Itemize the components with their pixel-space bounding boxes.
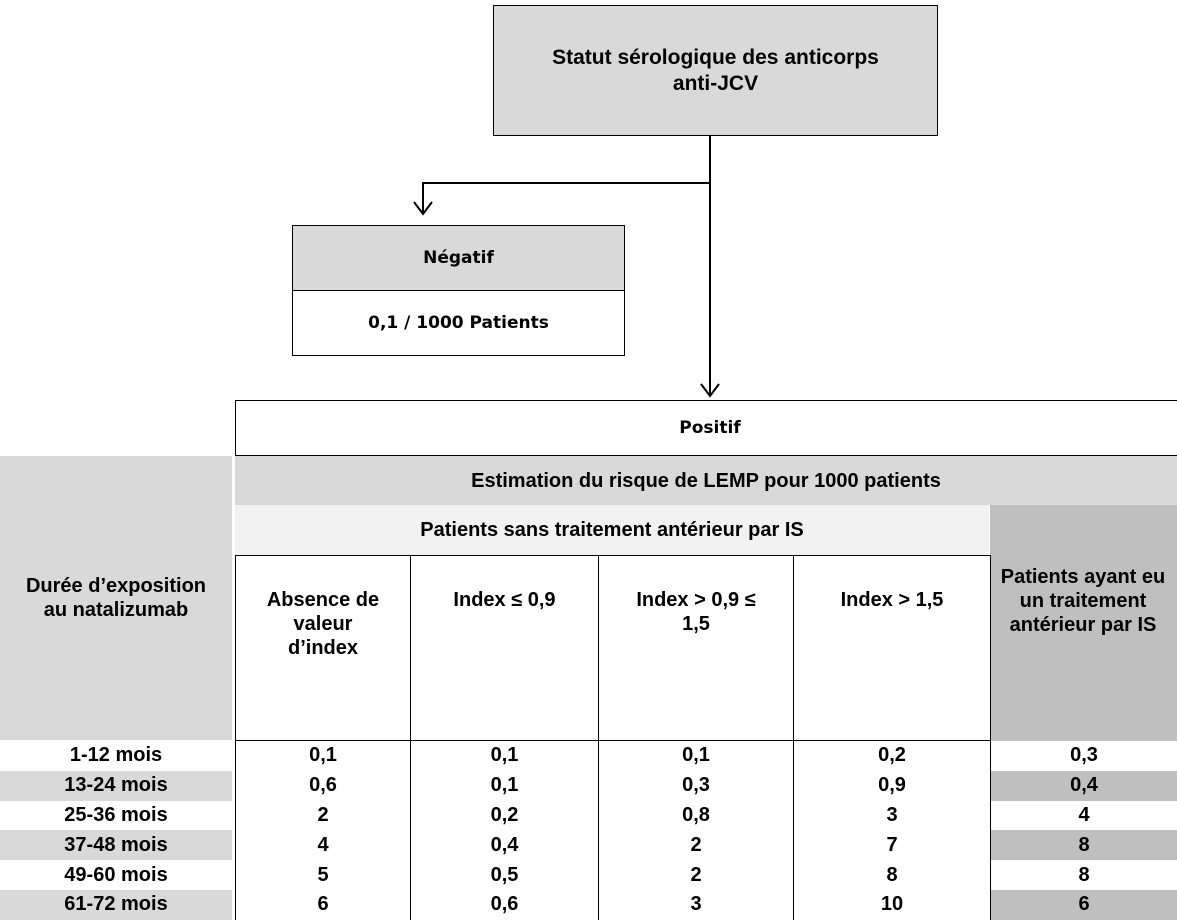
duration-header: Durée d’exposition au natalizumab: [0, 456, 232, 740]
cell: 6: [235, 890, 411, 920]
column-header: Absence de valeur d’index: [235, 555, 411, 741]
cell: 2: [598, 830, 794, 861]
cell: 5: [235, 860, 411, 890]
cell: 0,5: [410, 860, 599, 890]
top-box: Statut sérologique des anticorps anti-JC…: [493, 5, 938, 136]
cell: 2: [235, 800, 411, 831]
cell: 0,1: [410, 770, 599, 801]
cell: 8: [793, 860, 991, 890]
cell: 6: [990, 890, 1177, 920]
duration: 49-60 mois: [0, 860, 232, 890]
duration: 13-24 mois: [0, 770, 232, 801]
column-header: Index > 1,5: [793, 555, 991, 741]
cell: 0,4: [410, 830, 599, 861]
estimation-header: Estimation du risque de LEMP pour 1000 p…: [235, 456, 1177, 505]
cell: 4: [990, 800, 1177, 831]
cell: 0,4: [990, 770, 1177, 801]
column-header: Index ≤ 0,9: [410, 555, 599, 741]
duration: 37-48 mois: [0, 830, 232, 861]
arrowhead: [413, 201, 433, 216]
cell: 0,1: [598, 741, 794, 771]
cell: 7: [793, 830, 991, 861]
cell: 8: [990, 860, 1177, 890]
group-prior: Patients ayant eu un traitement antérieu…: [990, 505, 1177, 741]
cell: 3: [598, 890, 794, 920]
cell: 0,3: [990, 741, 1177, 771]
cell: 0,1: [410, 741, 599, 771]
negative-value: 0,1 / 1000 Patients: [292, 290, 625, 356]
cell: 2: [598, 860, 794, 890]
column-header: Index > 0,9 ≤ 1,5: [598, 555, 794, 741]
cell: 0,2: [793, 741, 991, 771]
negative-label: Négatif: [292, 225, 625, 291]
cell: 4: [235, 830, 411, 861]
cell: 0,9: [793, 770, 991, 801]
positive-header: Positif: [235, 400, 1177, 456]
cell: 3: [793, 800, 991, 831]
cell: 0,3: [598, 770, 794, 801]
group-no-prior: Patients sans traitement antérieur par I…: [235, 505, 989, 555]
duration: 25-36 mois: [0, 800, 232, 831]
cell: 0,6: [235, 770, 411, 801]
duration: 1-12 mois: [0, 741, 232, 771]
cell: 8: [990, 830, 1177, 861]
cell: 0,6: [410, 890, 599, 920]
duration: 61-72 mois: [0, 890, 232, 920]
cell: 10: [793, 890, 991, 920]
cell: 0,2: [410, 800, 599, 831]
arrowhead: [700, 383, 720, 398]
cell: 0,8: [598, 800, 794, 831]
connector-negative: [422, 182, 710, 214]
cell: 0,1: [235, 741, 411, 771]
